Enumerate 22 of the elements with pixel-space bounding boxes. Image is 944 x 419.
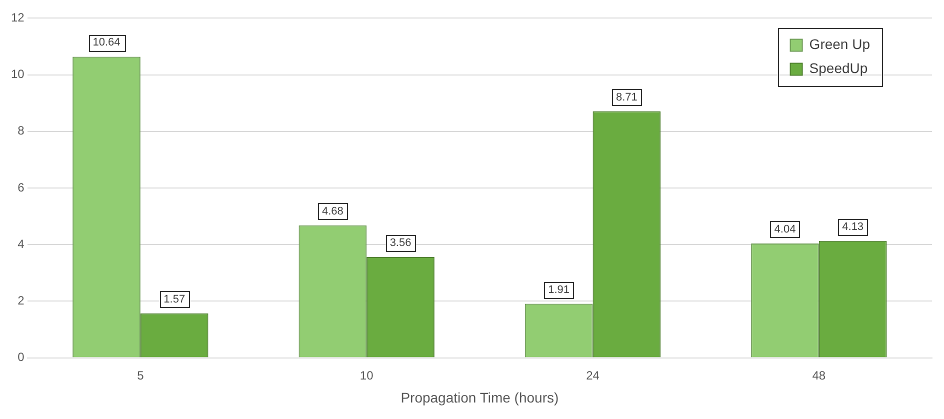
- x-tick-label: 48: [812, 368, 826, 382]
- x-axis-title: Propagation Time (hours): [400, 389, 559, 406]
- data-label: 3.56: [390, 237, 412, 250]
- legend-label: Green Up: [809, 36, 870, 52]
- x-tick-label: 10: [360, 368, 374, 382]
- data-label: 4.13: [842, 220, 864, 233]
- data-label: 8.71: [616, 91, 638, 104]
- data-label: 10.64: [92, 36, 120, 49]
- data-label: 1.57: [164, 293, 186, 306]
- y-tick-label: 0: [18, 350, 25, 364]
- y-tick-label: 6: [18, 180, 25, 194]
- y-tick-label: 12: [10, 10, 25, 25]
- x-tick-label: 5: [137, 368, 144, 382]
- y-tick-label: 8: [18, 124, 25, 138]
- data-label: 4.68: [322, 205, 344, 218]
- y-tick-label: 4: [18, 236, 25, 251]
- legend-label: SpeedUp: [809, 60, 868, 76]
- y-tick-label: 2: [18, 294, 25, 308]
- y-tick-label: 10: [10, 67, 25, 82]
- data-label: 1.91: [548, 284, 570, 296]
- x-tick-label: 24: [586, 368, 600, 382]
- data-label: 4.04: [774, 224, 796, 236]
